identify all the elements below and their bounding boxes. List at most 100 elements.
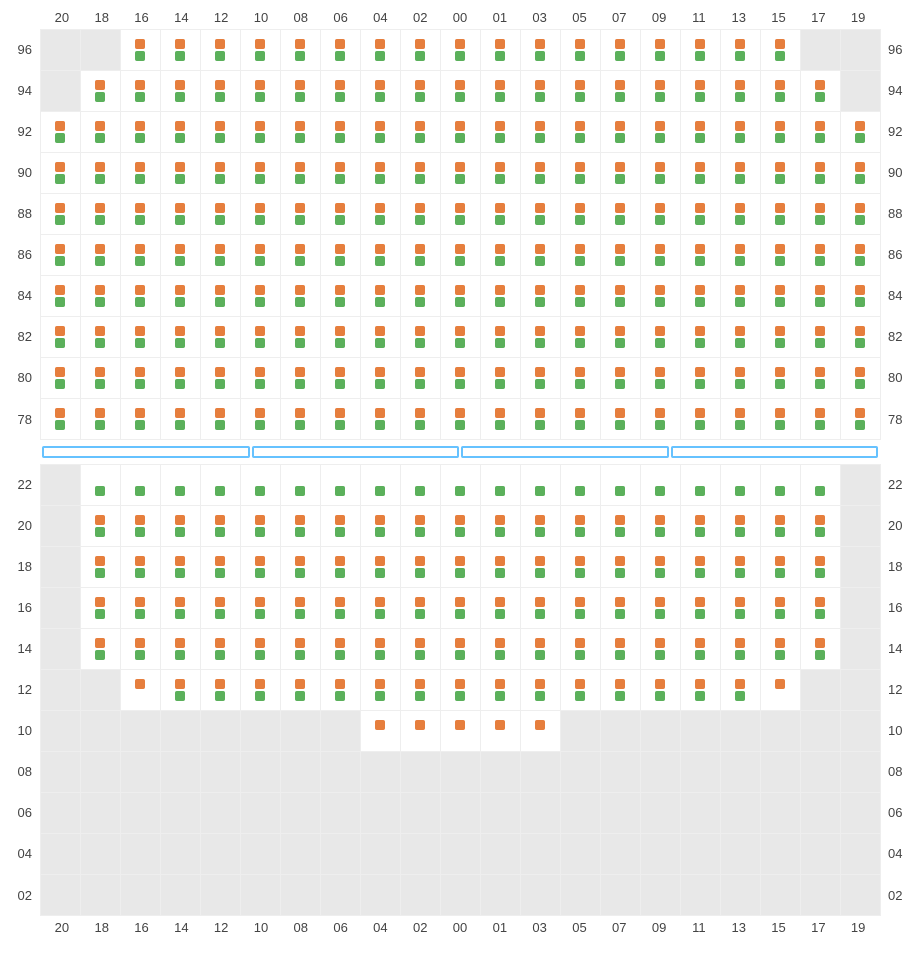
grid-cell[interactable] bbox=[681, 711, 721, 751]
grid-cell[interactable] bbox=[641, 71, 681, 111]
grid-cell[interactable] bbox=[81, 276, 121, 316]
grid-cell[interactable] bbox=[441, 153, 481, 193]
grid-cell[interactable] bbox=[521, 629, 561, 669]
grid-cell[interactable] bbox=[361, 547, 401, 587]
grid-cell[interactable] bbox=[81, 834, 121, 874]
grid-cell[interactable] bbox=[601, 547, 641, 587]
grid-cell[interactable] bbox=[481, 752, 521, 792]
grid-cell[interactable] bbox=[401, 506, 441, 546]
grid-cell[interactable] bbox=[361, 153, 401, 193]
grid-cell[interactable] bbox=[81, 506, 121, 546]
grid-cell[interactable] bbox=[241, 834, 281, 874]
grid-cell[interactable] bbox=[681, 235, 721, 275]
grid-cell[interactable] bbox=[561, 793, 601, 833]
grid-cell[interactable] bbox=[321, 399, 361, 439]
grid-cell[interactable] bbox=[201, 752, 241, 792]
grid-cell[interactable] bbox=[801, 752, 841, 792]
grid-cell[interactable] bbox=[281, 358, 321, 398]
grid-cell[interactable] bbox=[201, 235, 241, 275]
grid-cell[interactable] bbox=[441, 71, 481, 111]
grid-cell[interactable] bbox=[241, 711, 281, 751]
grid-cell[interactable] bbox=[81, 112, 121, 152]
grid-cell[interactable] bbox=[601, 752, 641, 792]
grid-cell[interactable] bbox=[761, 793, 801, 833]
grid-cell[interactable] bbox=[641, 358, 681, 398]
grid-cell[interactable] bbox=[241, 399, 281, 439]
grid-cell[interactable] bbox=[721, 547, 761, 587]
grid-cell[interactable] bbox=[361, 30, 401, 70]
grid-cell[interactable] bbox=[41, 711, 81, 751]
grid-cell[interactable] bbox=[161, 71, 201, 111]
grid-cell[interactable] bbox=[521, 588, 561, 628]
grid-cell[interactable] bbox=[201, 194, 241, 234]
grid-cell[interactable] bbox=[441, 399, 481, 439]
grid-cell[interactable] bbox=[561, 670, 601, 710]
grid-cell[interactable] bbox=[81, 711, 121, 751]
grid-cell[interactable] bbox=[361, 711, 401, 751]
grid-cell[interactable] bbox=[441, 629, 481, 669]
grid-cell[interactable] bbox=[121, 71, 161, 111]
grid-cell[interactable] bbox=[641, 793, 681, 833]
grid-cell[interactable] bbox=[41, 71, 81, 111]
grid-cell[interactable] bbox=[561, 399, 601, 439]
grid-cell[interactable] bbox=[721, 875, 761, 915]
grid-cell[interactable] bbox=[521, 317, 561, 357]
grid-cell[interactable] bbox=[121, 235, 161, 275]
grid-cell[interactable] bbox=[81, 752, 121, 792]
grid-cell[interactable] bbox=[121, 670, 161, 710]
grid-cell[interactable] bbox=[761, 547, 801, 587]
grid-cell[interactable] bbox=[321, 194, 361, 234]
grid-cell[interactable] bbox=[721, 112, 761, 152]
grid-cell[interactable] bbox=[841, 30, 881, 70]
grid-cell[interactable] bbox=[401, 112, 441, 152]
grid-cell[interactable] bbox=[41, 670, 81, 710]
grid-cell[interactable] bbox=[521, 711, 561, 751]
grid-cell[interactable] bbox=[641, 670, 681, 710]
grid-cell[interactable] bbox=[201, 112, 241, 152]
grid-cell[interactable] bbox=[441, 711, 481, 751]
grid-cell[interactable] bbox=[281, 399, 321, 439]
grid-cell[interactable] bbox=[801, 153, 841, 193]
grid-cell[interactable] bbox=[761, 153, 801, 193]
grid-cell[interactable] bbox=[801, 194, 841, 234]
grid-cell[interactable] bbox=[561, 194, 601, 234]
grid-cell[interactable] bbox=[641, 153, 681, 193]
grid-cell[interactable] bbox=[521, 30, 561, 70]
grid-cell[interactable] bbox=[521, 547, 561, 587]
grid-cell[interactable] bbox=[321, 834, 361, 874]
grid-cell[interactable] bbox=[81, 358, 121, 398]
grid-cell[interactable] bbox=[801, 793, 841, 833]
grid-cell[interactable] bbox=[481, 71, 521, 111]
grid-cell[interactable] bbox=[481, 30, 521, 70]
grid-cell[interactable] bbox=[601, 276, 641, 316]
grid-cell[interactable] bbox=[161, 112, 201, 152]
grid-cell[interactable] bbox=[121, 399, 161, 439]
grid-cell[interactable] bbox=[161, 670, 201, 710]
grid-cell[interactable] bbox=[41, 153, 81, 193]
grid-cell[interactable] bbox=[281, 506, 321, 546]
grid-cell[interactable] bbox=[481, 834, 521, 874]
grid-cell[interactable] bbox=[561, 358, 601, 398]
grid-cell[interactable] bbox=[361, 358, 401, 398]
grid-cell[interactable] bbox=[201, 711, 241, 751]
grid-cell[interactable] bbox=[641, 112, 681, 152]
grid-cell[interactable] bbox=[121, 711, 161, 751]
grid-cell[interactable] bbox=[81, 465, 121, 505]
grid-cell[interactable] bbox=[641, 711, 681, 751]
grid-cell[interactable] bbox=[601, 153, 641, 193]
grid-cell[interactable] bbox=[641, 317, 681, 357]
grid-cell[interactable] bbox=[481, 153, 521, 193]
grid-cell[interactable] bbox=[41, 399, 81, 439]
grid-cell[interactable] bbox=[281, 276, 321, 316]
grid-cell[interactable] bbox=[801, 506, 841, 546]
grid-cell[interactable] bbox=[561, 153, 601, 193]
grid-cell[interactable] bbox=[361, 276, 401, 316]
grid-cell[interactable] bbox=[601, 194, 641, 234]
grid-cell[interactable] bbox=[81, 194, 121, 234]
grid-cell[interactable] bbox=[841, 112, 881, 152]
grid-cell[interactable] bbox=[441, 506, 481, 546]
grid-cell[interactable] bbox=[681, 399, 721, 439]
grid-cell[interactable] bbox=[161, 834, 201, 874]
grid-cell[interactable] bbox=[361, 71, 401, 111]
grid-cell[interactable] bbox=[841, 588, 881, 628]
